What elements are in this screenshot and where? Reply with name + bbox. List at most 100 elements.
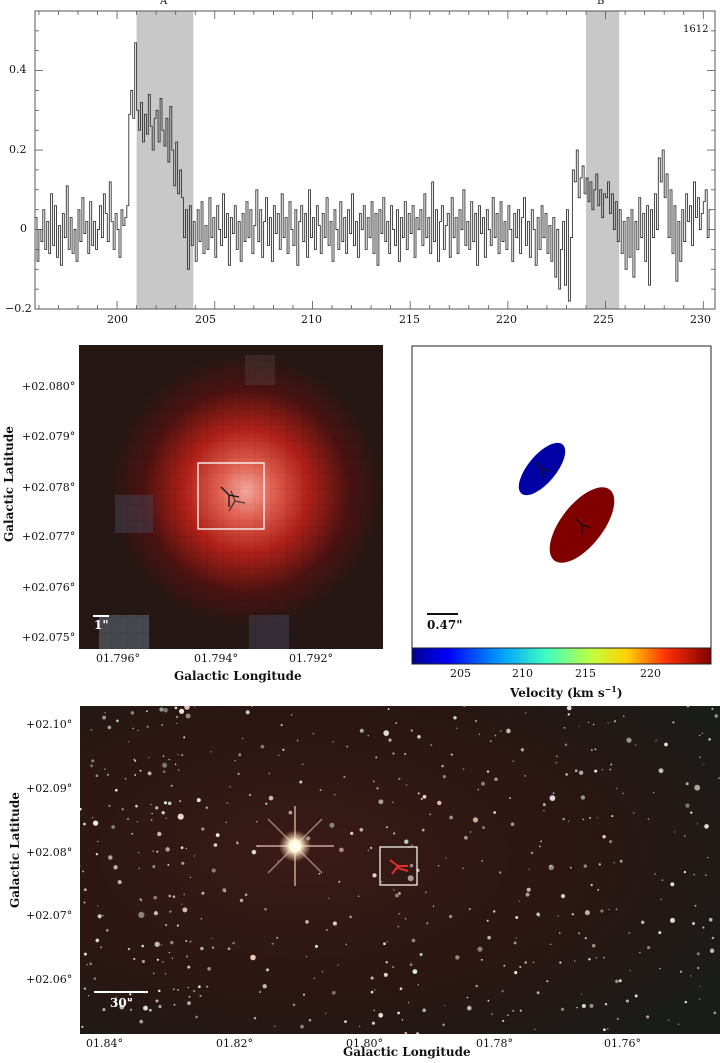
x-tick-label: 225 — [593, 313, 614, 326]
field-star — [453, 716, 457, 720]
field-star — [211, 868, 216, 873]
field-star — [93, 977, 97, 980]
field-star — [134, 774, 136, 776]
field-star — [189, 876, 191, 878]
field-star — [182, 907, 188, 913]
field-star — [187, 965, 191, 969]
field-star — [584, 910, 590, 916]
field-star — [534, 1028, 536, 1031]
field-star — [383, 942, 386, 946]
field-star — [175, 715, 179, 719]
field-star — [140, 900, 143, 902]
field-star — [244, 893, 248, 897]
field-star — [115, 788, 118, 792]
field-y-tick: +02.08° — [26, 846, 73, 859]
field-star — [185, 940, 188, 942]
field-x-axis-label: Galactic Longitude — [343, 1045, 471, 1059]
field-star — [178, 769, 180, 771]
field-star — [132, 727, 134, 730]
field-star — [143, 1005, 148, 1011]
field-star — [409, 963, 413, 966]
field-star — [487, 999, 490, 1002]
field-star — [578, 932, 581, 935]
field-star — [378, 1012, 384, 1018]
field-star — [594, 748, 597, 751]
field-star — [399, 987, 403, 991]
field-star — [128, 741, 130, 743]
field-star — [392, 752, 395, 755]
field-star — [472, 817, 479, 823]
zoom-scale-bar-label: 1" — [94, 618, 109, 632]
field-star — [542, 803, 546, 807]
field-star — [667, 1019, 670, 1021]
field-star — [370, 990, 374, 994]
field-star — [206, 985, 209, 988]
field-star — [152, 972, 155, 975]
field-star — [196, 798, 201, 803]
field-star — [213, 843, 218, 847]
field-star — [679, 970, 683, 973]
field-star — [315, 944, 318, 948]
field-star — [584, 937, 587, 940]
field-star — [499, 730, 502, 732]
field-star — [587, 721, 590, 724]
field-star — [83, 987, 87, 990]
field-star — [580, 993, 582, 995]
field-star — [149, 1008, 152, 1012]
field-star — [162, 762, 168, 768]
field-star — [329, 822, 335, 828]
field-star — [292, 1003, 296, 1007]
field-star — [211, 937, 213, 940]
field-star — [265, 802, 268, 805]
field-star — [601, 768, 604, 771]
field-star — [83, 888, 87, 892]
field-star — [422, 794, 427, 799]
spectrum-panel: A B 1612 0.4 0.2 0 −0.2 200 205 210 215 … — [0, 0, 720, 332]
field-star — [598, 863, 601, 866]
field-star — [339, 847, 344, 853]
field-star — [661, 879, 664, 882]
field-star — [179, 800, 182, 803]
velocity-map — [411, 345, 712, 665]
field-star — [398, 777, 401, 780]
field-image — [80, 706, 720, 1034]
field-star — [398, 892, 401, 895]
field-star — [559, 961, 562, 964]
field-star — [594, 769, 598, 773]
field-star — [411, 938, 416, 943]
field-star — [703, 763, 705, 765]
field-star — [168, 894, 171, 898]
field-star — [179, 708, 185, 714]
field-star — [629, 970, 631, 972]
field-star — [262, 984, 267, 989]
field-star — [185, 713, 191, 719]
field-star — [205, 806, 209, 809]
field-star — [694, 784, 701, 791]
field-star — [510, 822, 515, 827]
field-x-tick: 01.76° — [604, 1037, 641, 1050]
field-star — [475, 984, 479, 988]
field-star — [158, 1004, 162, 1009]
field-star — [210, 751, 212, 753]
field-star — [91, 816, 94, 819]
field-star — [139, 769, 142, 772]
field-star — [95, 853, 99, 856]
field-star — [378, 799, 384, 805]
field-star — [487, 935, 491, 940]
field-star — [337, 964, 339, 966]
field-star — [419, 953, 423, 956]
field-star — [540, 840, 542, 843]
zoom-image — [79, 345, 383, 649]
field-star — [102, 914, 104, 917]
field-star — [359, 827, 364, 832]
field-star — [238, 753, 242, 757]
field-star — [442, 774, 447, 779]
field-star — [610, 763, 613, 766]
field-star — [520, 748, 525, 752]
field-star — [514, 971, 518, 975]
y-tick-label: 0.4 — [9, 63, 27, 76]
field-star — [604, 1002, 608, 1006]
field-star — [121, 808, 124, 811]
field-star — [404, 1031, 408, 1034]
field-star — [308, 1018, 312, 1022]
